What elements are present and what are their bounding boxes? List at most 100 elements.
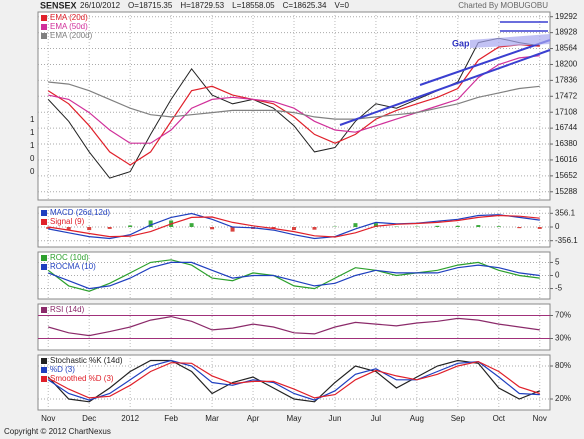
series-line bbox=[48, 214, 540, 238]
y-tick-label: 20% bbox=[555, 394, 571, 403]
histogram-bar bbox=[373, 223, 378, 227]
legend-label: MACD (26d,12d) bbox=[50, 208, 110, 217]
annotation: Gap bbox=[452, 38, 470, 48]
x-tick-label: Nov bbox=[533, 414, 547, 423]
series-line bbox=[47, 359, 541, 403]
y-tick-label: 80% bbox=[555, 361, 571, 370]
left-label: 1 bbox=[30, 128, 35, 137]
left-label: 0 bbox=[30, 154, 35, 163]
y-tick-label: 16016 bbox=[555, 155, 578, 164]
series-line bbox=[47, 360, 540, 399]
legend-swatch bbox=[41, 264, 47, 270]
gap-zone bbox=[470, 34, 550, 48]
histogram-bar bbox=[292, 227, 296, 231]
y-tick-label: 18564 bbox=[555, 44, 578, 53]
y-tick-label: 18928 bbox=[555, 28, 578, 37]
histogram-bar bbox=[46, 227, 51, 229]
histogram-bar bbox=[107, 227, 112, 229]
left-label: 0 bbox=[30, 167, 35, 176]
y-tick-label: 18200 bbox=[555, 60, 578, 69]
symbol: SENSEX bbox=[40, 0, 77, 10]
histogram-bar bbox=[517, 227, 522, 229]
x-tick-label: Aug bbox=[410, 414, 424, 423]
y-tick-label: 17108 bbox=[555, 107, 578, 116]
histogram-bar bbox=[455, 225, 460, 227]
histogram-bar bbox=[537, 227, 542, 229]
y-tick-label: 0 bbox=[555, 271, 560, 280]
x-tick-label: May bbox=[286, 414, 301, 423]
histogram-bar bbox=[87, 227, 92, 231]
legend-label: ROC (10d) bbox=[50, 253, 89, 262]
series-line bbox=[47, 359, 540, 401]
x-tick-label: Apr bbox=[247, 414, 260, 423]
left-label: 1 bbox=[30, 115, 35, 124]
credit: Charted By MOBUGOBU bbox=[458, 1, 548, 10]
trend-line bbox=[419, 39, 551, 86]
x-tick-label: Sep bbox=[451, 414, 466, 423]
series-line bbox=[48, 315, 540, 337]
y-tick-label: 0 bbox=[555, 222, 560, 231]
panel bbox=[37, 303, 551, 351]
series-line bbox=[48, 55, 540, 144]
x-tick-label: Dec bbox=[82, 414, 96, 423]
y-tick-label: 17472 bbox=[555, 91, 578, 100]
x-tick-label: Jun bbox=[329, 414, 342, 423]
series-line bbox=[48, 212, 540, 240]
y-tick-label: 17836 bbox=[555, 75, 578, 84]
legend-label: EMA (200d) bbox=[50, 31, 93, 40]
legend-label: Signal (9) bbox=[50, 217, 85, 226]
legend-swatch bbox=[41, 358, 47, 364]
legend-swatch bbox=[41, 210, 47, 216]
y-tick-label: 356.1 bbox=[555, 208, 576, 217]
y-tick-label: 15288 bbox=[555, 187, 578, 196]
legend-swatch bbox=[41, 255, 47, 261]
x-tick-label: Oct bbox=[493, 414, 506, 423]
histogram-bar bbox=[210, 227, 215, 230]
legend-label: ROCMA (10) bbox=[50, 262, 96, 271]
y-tick-label: 16380 bbox=[555, 139, 578, 148]
histogram-bar bbox=[189, 223, 194, 227]
x-tick-label: Jul bbox=[371, 414, 381, 423]
y-tick-label: 70% bbox=[555, 311, 571, 320]
trend-line bbox=[339, 49, 551, 126]
y-tick-label: 16744 bbox=[555, 123, 578, 132]
series-line bbox=[48, 81, 540, 120]
legend-label: Smoothed %D (3) bbox=[50, 374, 114, 383]
legend-label: EMA (20d) bbox=[50, 13, 88, 22]
histogram-bar bbox=[476, 225, 481, 227]
histogram-bar bbox=[435, 225, 440, 227]
histogram-bar bbox=[128, 225, 133, 227]
header-field: V=0 bbox=[334, 1, 349, 10]
header-field: H=18729.53 bbox=[180, 1, 224, 10]
legend-swatch bbox=[41, 24, 47, 30]
copyright: Copyright © 2012 ChartNexus bbox=[4, 427, 111, 436]
y-tick-label: -356.1 bbox=[555, 236, 578, 245]
histogram-bar bbox=[312, 227, 317, 230]
histogram-bar bbox=[496, 226, 501, 227]
series-line bbox=[47, 259, 540, 292]
histogram-bar bbox=[148, 220, 153, 227]
header-field: L=18558.05 bbox=[232, 1, 275, 10]
x-tick-label: Mar bbox=[205, 414, 219, 423]
legend-swatch bbox=[41, 307, 47, 313]
y-tick-label: 5 bbox=[555, 258, 560, 267]
histogram-bar bbox=[230, 227, 235, 232]
y-tick-label: 19292 bbox=[555, 12, 578, 21]
legend-label: Stochastic %K (14d) bbox=[50, 356, 123, 365]
header-field: O=18715.35 bbox=[128, 1, 173, 10]
histogram-bar bbox=[353, 223, 358, 227]
legend-swatch bbox=[41, 219, 47, 225]
y-tick-label: 30% bbox=[555, 334, 571, 343]
series-line bbox=[47, 44, 540, 166]
y-tick-label: -5 bbox=[555, 284, 563, 293]
x-tick-label: Nov bbox=[41, 414, 55, 423]
legend-swatch bbox=[41, 33, 47, 39]
x-tick-label: Feb bbox=[164, 414, 178, 423]
legend-swatch bbox=[41, 15, 47, 21]
header-field: 26/10/2012 bbox=[80, 1, 121, 10]
y-tick-label: 15652 bbox=[555, 171, 578, 180]
histogram-bar bbox=[271, 227, 276, 229]
legend-label: %D (3) bbox=[50, 365, 75, 374]
legend-swatch bbox=[41, 367, 47, 373]
histogram-bar bbox=[66, 227, 71, 230]
